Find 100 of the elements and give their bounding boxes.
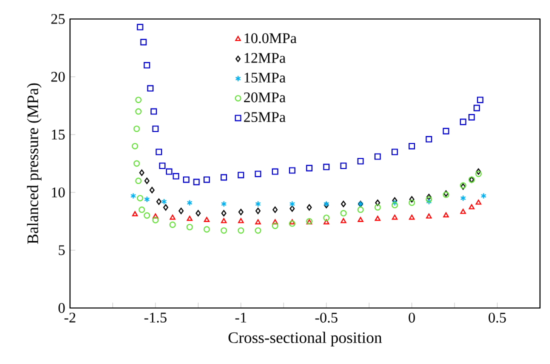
point bbox=[289, 200, 296, 208]
point bbox=[409, 196, 414, 203]
point bbox=[135, 96, 142, 104]
point bbox=[476, 200, 482, 205]
point bbox=[193, 178, 200, 186]
point bbox=[357, 206, 364, 213]
point bbox=[161, 198, 167, 205]
point bbox=[426, 213, 432, 219]
point bbox=[476, 168, 482, 175]
point bbox=[136, 24, 144, 30]
point bbox=[392, 200, 398, 206]
point bbox=[135, 108, 142, 115]
point bbox=[144, 178, 150, 184]
point bbox=[358, 216, 364, 222]
point bbox=[163, 204, 168, 211]
point bbox=[196, 210, 201, 216]
point bbox=[323, 214, 330, 222]
point bbox=[220, 227, 228, 234]
point bbox=[144, 196, 150, 203]
point bbox=[255, 208, 261, 214]
point bbox=[460, 208, 466, 214]
point bbox=[392, 148, 398, 156]
point bbox=[324, 219, 330, 224]
point bbox=[460, 118, 466, 126]
point bbox=[144, 212, 150, 219]
y-tick-label: 10 bbox=[52, 187, 65, 198]
point bbox=[140, 38, 147, 46]
y-tick-label: 0 bbox=[58, 303, 65, 313]
point bbox=[144, 62, 150, 68]
point bbox=[152, 213, 158, 219]
point bbox=[204, 176, 210, 183]
x-tick-label: 0.5 bbox=[488, 312, 506, 323]
point bbox=[374, 153, 381, 160]
point bbox=[408, 214, 415, 220]
point bbox=[272, 206, 278, 213]
point bbox=[374, 216, 380, 221]
point bbox=[172, 173, 180, 180]
point bbox=[408, 142, 416, 150]
point bbox=[306, 164, 312, 172]
point bbox=[426, 194, 432, 200]
point bbox=[186, 224, 193, 230]
point bbox=[220, 218, 227, 224]
point bbox=[474, 104, 480, 112]
point bbox=[254, 170, 262, 178]
point bbox=[133, 126, 140, 132]
x-tick-label: -1 bbox=[235, 312, 246, 322]
point bbox=[323, 164, 330, 170]
point bbox=[238, 172, 244, 178]
point bbox=[255, 200, 261, 208]
x-tick-label: -1.5 bbox=[144, 312, 166, 323]
point bbox=[204, 216, 210, 222]
point bbox=[170, 214, 176, 220]
point bbox=[272, 219, 278, 224]
legend-label: 25MPa bbox=[244, 112, 286, 122]
point bbox=[238, 208, 244, 216]
point bbox=[288, 220, 296, 227]
y-tick-label: 20 bbox=[51, 72, 65, 82]
point bbox=[156, 198, 162, 205]
point bbox=[475, 170, 482, 178]
point bbox=[375, 200, 380, 206]
point bbox=[130, 192, 136, 200]
point bbox=[443, 212, 449, 218]
point bbox=[135, 178, 142, 184]
point bbox=[468, 114, 475, 120]
point bbox=[408, 200, 416, 206]
legend-label: 15MPa bbox=[244, 72, 286, 83]
y-axis-title: Balanced pressure (MPa) bbox=[26, 83, 42, 244]
point bbox=[132, 211, 138, 216]
point bbox=[152, 216, 159, 224]
point bbox=[255, 219, 261, 224]
point bbox=[204, 226, 210, 233]
point bbox=[132, 142, 138, 150]
point bbox=[426, 136, 432, 142]
point bbox=[150, 186, 155, 194]
point bbox=[340, 210, 347, 216]
point bbox=[186, 200, 192, 206]
point bbox=[460, 194, 466, 202]
point bbox=[139, 170, 144, 176]
point bbox=[220, 174, 228, 181]
point bbox=[159, 162, 166, 170]
x-tick-label: 0 bbox=[408, 312, 415, 323]
point bbox=[357, 158, 364, 164]
point bbox=[476, 96, 484, 104]
point bbox=[133, 160, 140, 167]
point bbox=[152, 126, 159, 132]
point bbox=[272, 222, 278, 230]
point bbox=[183, 176, 190, 183]
y-tick-label: 15 bbox=[52, 130, 65, 140]
point bbox=[220, 200, 227, 208]
y-tick-label: 25 bbox=[51, 14, 65, 24]
point bbox=[340, 162, 347, 170]
point bbox=[138, 206, 145, 213]
point bbox=[340, 218, 346, 224]
y-tick-label: 5 bbox=[58, 245, 65, 256]
point bbox=[254, 227, 262, 234]
point bbox=[392, 214, 398, 220]
legend-label: 10.0MPa bbox=[244, 33, 297, 44]
point bbox=[468, 204, 474, 210]
point bbox=[147, 85, 154, 92]
point bbox=[306, 204, 312, 211]
